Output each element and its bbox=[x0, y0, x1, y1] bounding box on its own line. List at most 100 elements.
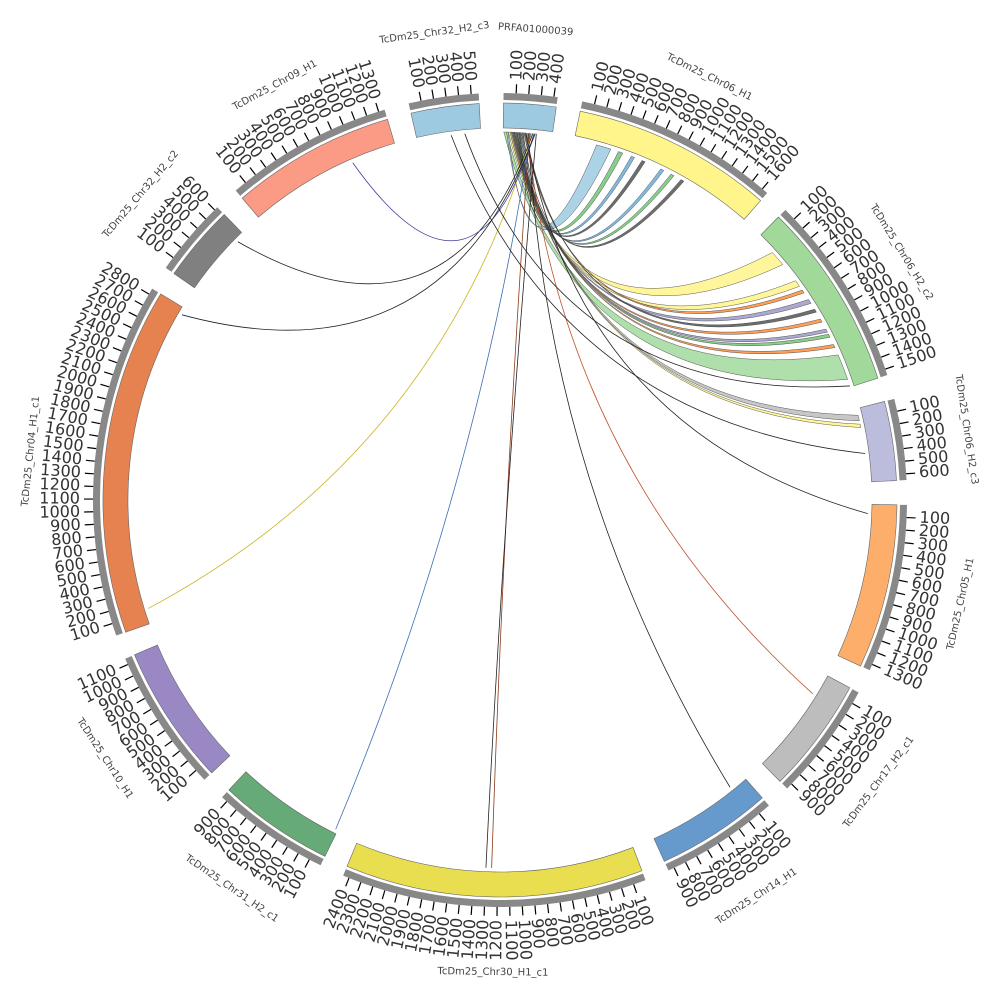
tick-mark bbox=[810, 231, 819, 239]
tick-mark bbox=[584, 897, 588, 907]
tick-mark bbox=[540, 86, 543, 96]
tick-mark bbox=[688, 131, 694, 140]
link-line bbox=[464, 133, 850, 388]
tick-mark bbox=[847, 283, 857, 290]
tick-mark bbox=[816, 755, 825, 762]
tick-mark bbox=[903, 446, 913, 450]
tick-mark bbox=[180, 760, 188, 768]
tick-label: 900 bbox=[528, 918, 550, 950]
tick-mark bbox=[87, 548, 97, 552]
tick-label: 400 bbox=[446, 51, 468, 83]
tick-mark bbox=[363, 106, 368, 116]
segment-band bbox=[102, 293, 183, 633]
tick-label: 1500 bbox=[443, 917, 466, 959]
tick-label: 500 bbox=[917, 447, 949, 469]
segments-layer: 100200300400PRFA010000391002003004005006… bbox=[20, 20, 980, 979]
segment-band bbox=[241, 118, 395, 218]
tick-mark bbox=[207, 203, 215, 211]
link-line bbox=[527, 133, 731, 788]
tick-label: 800 bbox=[541, 916, 563, 949]
tick-mark bbox=[606, 98, 610, 108]
tick-mark bbox=[249, 167, 256, 176]
tick-label: 300 bbox=[917, 534, 949, 556]
segment-band bbox=[502, 102, 557, 133]
tick-mark bbox=[357, 882, 362, 892]
tick-mark bbox=[852, 703, 861, 709]
tick-mark bbox=[865, 317, 875, 323]
tick-label: 600 bbox=[918, 460, 950, 481]
tick-mark bbox=[699, 137, 706, 146]
tick-mark bbox=[893, 604, 903, 608]
tick-mark bbox=[394, 893, 398, 903]
tick-mark bbox=[103, 622, 113, 627]
tick-label: 400 bbox=[915, 433, 948, 456]
tick-mark bbox=[596, 895, 601, 905]
tick-label: 700 bbox=[52, 541, 85, 564]
tick-mark bbox=[860, 306, 869, 312]
tick-mark bbox=[181, 231, 190, 239]
tick-mark bbox=[369, 886, 374, 896]
tick-mark bbox=[559, 902, 563, 912]
tick-mark bbox=[164, 740, 173, 747]
tick-band bbox=[222, 792, 324, 866]
tick-mark bbox=[534, 905, 537, 915]
tick-mark bbox=[470, 905, 473, 916]
tick-band bbox=[887, 398, 907, 481]
tick-mark bbox=[130, 686, 139, 692]
tick-label: 900 bbox=[50, 515, 82, 536]
tick-mark bbox=[845, 713, 854, 720]
segment-band bbox=[761, 675, 851, 782]
tick-mark bbox=[315, 126, 321, 136]
tick-mark bbox=[142, 708, 152, 715]
tick-mark bbox=[431, 89, 435, 99]
link-line bbox=[335, 133, 532, 830]
tick-band bbox=[235, 109, 387, 196]
tick-mark bbox=[281, 145, 288, 154]
tick-mark bbox=[108, 359, 118, 364]
tick-mark bbox=[292, 138, 299, 148]
tick-band bbox=[503, 93, 558, 105]
tick-mark bbox=[134, 300, 143, 306]
tick-label: 1200 bbox=[39, 474, 80, 494]
segment-band bbox=[574, 110, 762, 220]
tick-mark bbox=[419, 899, 423, 909]
segment-band bbox=[837, 504, 898, 667]
tick-mark bbox=[707, 849, 713, 859]
tick-mark bbox=[220, 801, 228, 809]
tick-mark bbox=[418, 91, 422, 101]
tick-mark bbox=[889, 616, 899, 621]
link-ribbon bbox=[516, 132, 862, 428]
tick-band bbox=[408, 93, 480, 111]
tick-label: 200 bbox=[418, 54, 442, 87]
tick-mark bbox=[304, 859, 310, 868]
tick-mark bbox=[229, 809, 237, 818]
tick-mark bbox=[721, 150, 728, 160]
tick-label: 100 bbox=[919, 508, 950, 528]
tick-mark bbox=[93, 408, 103, 412]
tick-label: 200 bbox=[918, 521, 950, 542]
tick-mark bbox=[571, 900, 575, 910]
link-line bbox=[181, 133, 536, 331]
tick-mark bbox=[239, 175, 246, 183]
tick-mark bbox=[752, 173, 759, 182]
tick-mark bbox=[633, 884, 638, 894]
tick-mark bbox=[710, 143, 717, 153]
tick-band bbox=[780, 209, 888, 378]
tick-mark bbox=[876, 652, 886, 657]
tick-mark bbox=[345, 877, 350, 887]
tick-mark bbox=[87, 446, 97, 450]
tick-mark bbox=[100, 383, 110, 388]
tick-mark bbox=[444, 903, 448, 913]
tick-band bbox=[863, 504, 907, 671]
tick-band bbox=[580, 101, 768, 199]
tick-mark bbox=[259, 159, 267, 168]
tick-mark bbox=[96, 396, 106, 400]
tick-label: 500 bbox=[460, 50, 481, 82]
tick-label: 500 bbox=[913, 560, 946, 584]
tick-mark bbox=[91, 421, 101, 425]
tick-mark bbox=[128, 311, 138, 317]
tick-mark bbox=[673, 867, 679, 877]
tick-label: 400 bbox=[545, 52, 568, 85]
link-line bbox=[450, 135, 866, 454]
tick-mark bbox=[880, 353, 890, 358]
